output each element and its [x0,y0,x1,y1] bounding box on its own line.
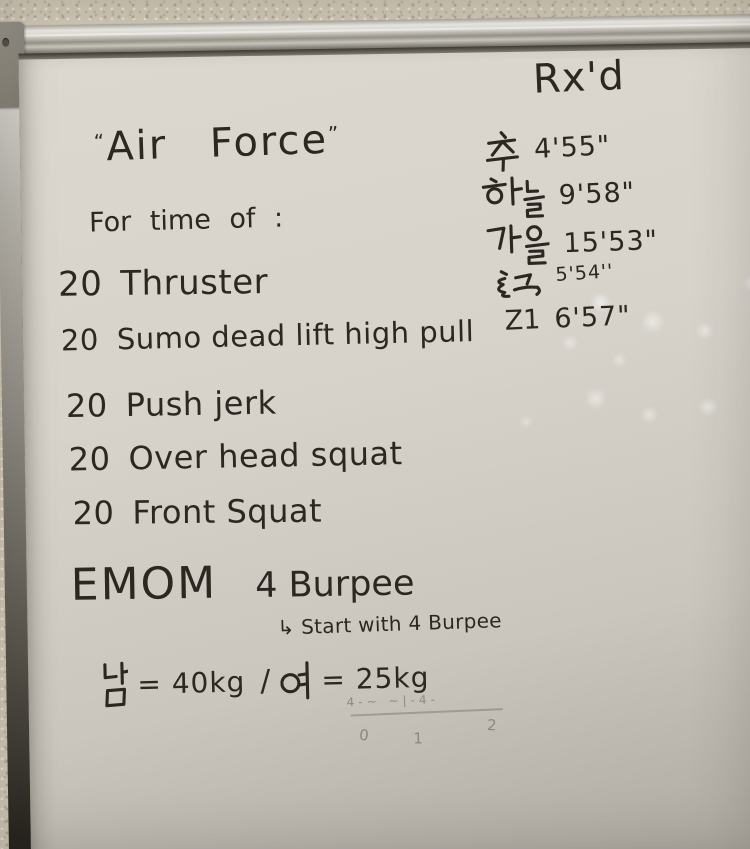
rxd-result-row: 하늘 9'58" [478,170,636,221]
movement-row: 20 Push jerk [66,384,277,425]
rxd-result-row: 가을 15'53" [483,218,659,268]
hangul-gaeul-glyph [486,224,551,265]
result-time: 9'58" [558,176,636,211]
hangul-nam-glyph [103,661,129,708]
faint-digit: 1 [413,729,423,748]
whiteboard-surface: “Air Force” For time of : 20 Thruster 20… [18,47,750,849]
movement-row: 20 Front Squat [72,492,322,533]
movement-reps: 20 [65,386,108,425]
result-time: 5'54'' [554,260,615,287]
hangul-yeo-glyph [280,661,310,700]
hangul-hogeun-glyph [497,270,541,298]
open-quote: “ [93,129,107,154]
emom-note: ↳ Start with 4 Burpee [277,608,503,640]
athlete-name-text: Z1 [504,304,542,337]
movement-name: Over head squat [128,434,403,478]
close-quote: ” [327,121,341,146]
workout-title: “Air Force” [93,116,341,170]
screw-hole [2,37,10,47]
weights-separator: / [259,663,272,699]
emom-label: EMOM [70,557,218,611]
male-weight-value: = 40kg [136,664,246,701]
result-time: 15'53" [562,224,659,259]
hangul-chu-glyph [485,131,519,173]
result-time: 4'55" [533,129,612,165]
faint-scribble: 4-~ ~|-4- [346,692,440,710]
rxd-result-row: Z1 6'57" [504,300,631,336]
movement-reps: 20 [68,439,111,479]
rxd-header: Rx'd [531,52,626,103]
workout-subtitle: For time of : [88,202,284,239]
emom-detail: 4 Burpee [254,563,415,606]
faint-underline [350,708,503,717]
result-time: 6'57" [553,300,632,335]
female-weight-value: = 25kg [320,660,430,696]
movement-name: Sumo dead lift high pull [116,314,475,357]
movement-row: 20 Over head squat [68,434,403,478]
workout-title-text: Air Force [105,116,329,171]
movement-reps: 20 [72,493,115,533]
movement-name: Thruster [120,262,269,304]
movement-row: 20 Thruster [58,262,269,305]
weights-line: 남 = 40kg / 여 = 25kg [98,654,430,708]
movement-row: 20 Sumo dead lift high pull [61,314,475,357]
faint-digit: 0 [358,725,370,745]
faint-digit: 2 [486,716,498,735]
rxd-result-row: 추 4'55" [483,124,612,173]
hangul-haneul-glyph [481,176,546,219]
movement-reps: 20 [60,322,100,358]
movement-name: Front Squat [132,491,323,532]
movement-reps: 20 [57,264,103,305]
rxd-result-row: 호근 5'54'' [489,260,615,303]
movement-name: Push jerk [125,383,277,425]
whiteboard: “Air Force” For time of : 20 Thruster 20… [0,13,750,849]
emom-line: EMOM 4 Burpee [70,554,415,611]
